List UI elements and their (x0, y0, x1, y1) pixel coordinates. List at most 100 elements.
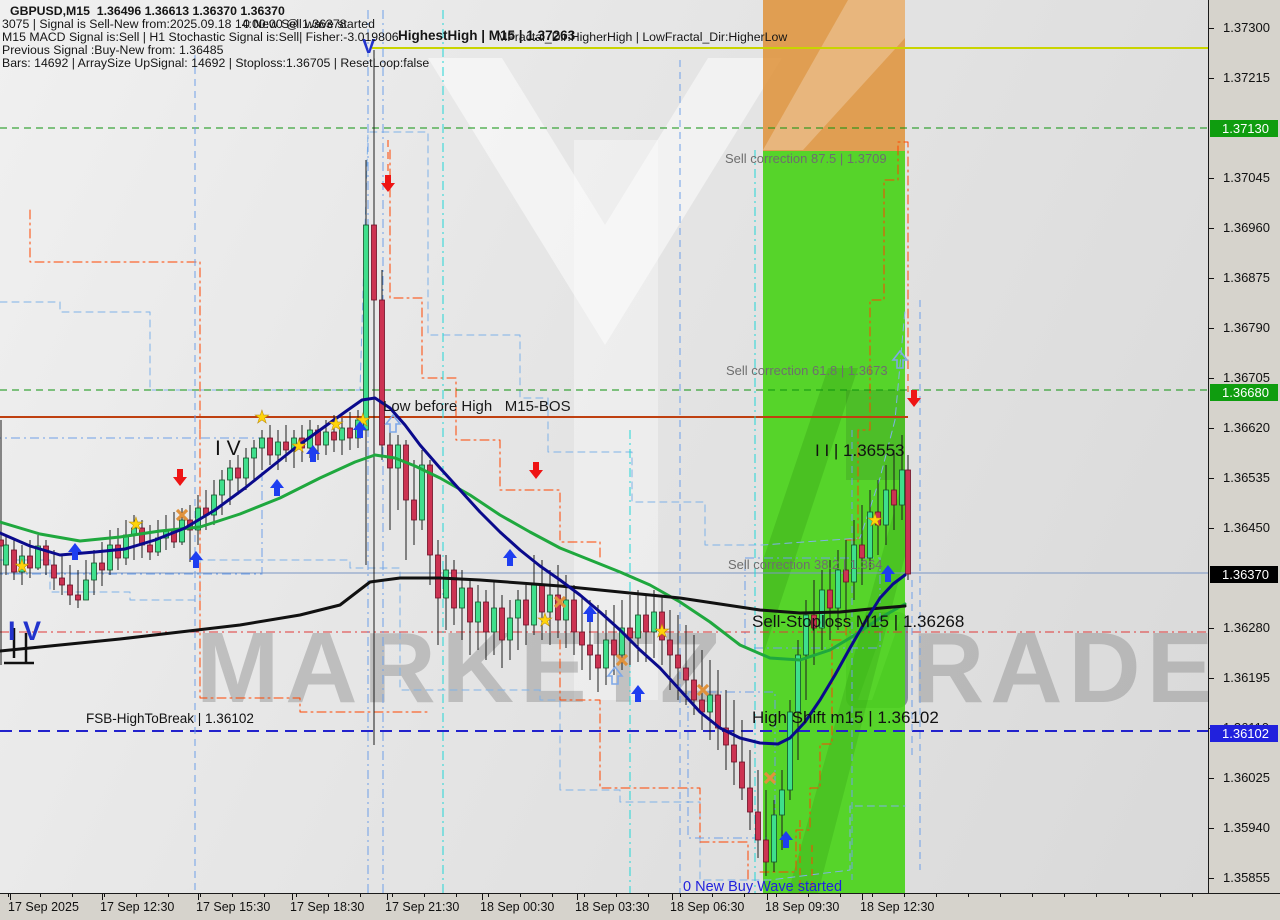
candle-body (347, 427, 353, 439)
candle-body (779, 789, 785, 816)
minor-time-tick (616, 894, 617, 897)
low-before-high-bos: Low before High M15-BOS (383, 398, 571, 415)
sell-correction-382: Sell correction 38.2 | 1.364 (728, 557, 882, 572)
time-tick (198, 894, 199, 900)
star-signal-icon: ★ (128, 514, 144, 534)
wave-marker-v-blue: V (362, 36, 376, 58)
minor-time-tick (104, 894, 105, 897)
candle-body (771, 814, 777, 863)
price-tick (1209, 778, 1214, 779)
up-arrow-icon (503, 549, 517, 566)
candle-body (395, 444, 401, 469)
up-arrow-icon (583, 605, 597, 622)
candle-body (635, 614, 641, 639)
watermark-chevron (428, 58, 782, 345)
candle-body (251, 447, 257, 459)
candle-body (835, 569, 841, 609)
minor-time-tick (424, 894, 425, 897)
minor-time-tick (456, 894, 457, 897)
candle-body (35, 545, 41, 569)
candle-body (211, 494, 217, 516)
up-arrow-icon (306, 445, 320, 462)
minor-time-tick (1160, 894, 1161, 897)
ii-level: I I | 1.36553 (815, 441, 904, 460)
candle-body (587, 644, 593, 656)
up-arrow-icon (189, 551, 203, 568)
time-tick (672, 894, 673, 900)
price-chart-canvas[interactable]: MARKETZ RADE★★★★★ ★★★★Sell correction 87.5… (0, 0, 1208, 893)
price-axis[interactable]: 1.37300 1.37215 1.37045 1.36960 1.36875 1.367… (1208, 0, 1280, 893)
wave-marker-iv-blue: I V (8, 616, 41, 646)
candle-body (0, 539, 4, 547)
star-signal-icon: ★ (328, 414, 344, 434)
indicator-band (0, 559, 906, 881)
price-tick (1209, 378, 1214, 379)
minor-time-tick (808, 894, 809, 897)
hollow-up-arrow-icon (891, 349, 909, 369)
star-signal-icon: ★ (14, 556, 30, 576)
up-arrow-icon (631, 685, 645, 702)
time-tick (387, 894, 388, 900)
star-signal-icon: ★ (867, 510, 883, 530)
time-label: 18 Sep 03:30 (575, 900, 650, 914)
minor-time-tick (488, 894, 489, 897)
candle-body (707, 694, 713, 713)
minor-time-tick (1000, 894, 1001, 897)
minor-time-tick (680, 894, 681, 897)
candle-body (595, 654, 601, 669)
price-label: 1.36705 (1223, 370, 1270, 385)
minor-time-tick (776, 894, 777, 897)
candle-body (523, 599, 529, 626)
candle-body (811, 614, 817, 629)
time-axis[interactable]: 17 Sep 2025 17 Sep 12:30 17 Sep 15:30 17 Se… (0, 893, 1280, 920)
candle-body (243, 457, 249, 479)
price-badge: 1.37130 (1210, 119, 1278, 137)
candle-body (867, 511, 873, 559)
price-label: 1.37300 (1223, 20, 1270, 35)
candle-body (539, 584, 545, 613)
candle-body (659, 611, 665, 641)
x-signal-icon (175, 508, 189, 522)
candle-body (371, 224, 377, 301)
price-label: 1.37045 (1223, 170, 1270, 185)
candle-body (443, 569, 449, 599)
minor-time-tick (1064, 894, 1065, 897)
candle-body (475, 601, 481, 623)
time-tick (10, 894, 11, 900)
candle-body (267, 437, 273, 456)
x-signal-icon (696, 683, 710, 697)
time-tick (292, 894, 293, 900)
price-badge: 1.36680 (1210, 383, 1278, 401)
time-label: 18 Sep 00:30 (480, 900, 555, 914)
candle-body (451, 569, 457, 609)
down-arrow-icon (381, 175, 395, 192)
candle-body (763, 839, 769, 863)
candle-body (667, 639, 673, 656)
candle-body (75, 594, 81, 601)
candle-body (787, 711, 793, 791)
hollow-up-arrow-icon (384, 413, 402, 433)
candle-body (715, 694, 721, 729)
candle-body (803, 614, 809, 656)
signal-box (744, 557, 881, 649)
ma-navy (0, 396, 907, 746)
price-label: 1.35855 (1223, 870, 1270, 885)
candle-body (83, 579, 89, 601)
candle-body (499, 607, 505, 641)
candle-body (483, 601, 489, 633)
candle-body (67, 584, 73, 596)
minor-time-tick (360, 894, 361, 897)
watermark-text-right: RADE (912, 612, 1208, 724)
candle-body (459, 587, 465, 609)
up-arrow-icon (353, 421, 367, 438)
candle-body (59, 577, 65, 586)
time-tick (577, 894, 578, 900)
time-label: 18 Sep 09:30 (765, 900, 840, 914)
zone-shade (763, 0, 905, 150)
down-arrow-icon (173, 469, 187, 486)
candle-body (323, 431, 329, 446)
candle-body (905, 469, 911, 575)
candle-body (259, 437, 265, 449)
price-tick (1209, 28, 1214, 29)
candle-body (651, 611, 657, 633)
